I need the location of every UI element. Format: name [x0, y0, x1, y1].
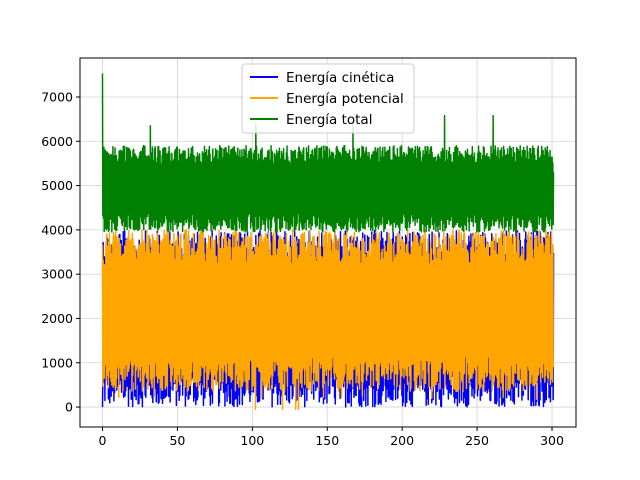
x-tick-label: 300	[540, 433, 564, 448]
y-tick-label: 4000	[41, 222, 73, 237]
y-tick-label: 3000	[41, 267, 73, 282]
legend-label-potential: Energía potencial	[286, 91, 404, 107]
legend: Energía cinética Energía potencial Energ…	[241, 63, 415, 134]
x-tick-label: 50	[169, 433, 185, 448]
y-tick-label: 7000	[41, 89, 73, 104]
x-tick-label: 100	[240, 433, 264, 448]
series-line-2	[101, 73, 555, 233]
x-tick-label: 150	[315, 433, 339, 448]
x-tick-label: 0	[99, 433, 107, 448]
legend-label-total: Energía total	[286, 112, 372, 128]
y-tick-label: 1000	[41, 355, 73, 370]
axis-ticks: 0 50 100 150 200 250 3000100020003000400050006…	[41, 89, 564, 448]
plot-frame	[79, 57, 577, 428]
y-tick-label: 6000	[41, 134, 73, 149]
legend-label-kinetic: Energía cinética	[286, 70, 394, 86]
x-tick-label: 250	[465, 433, 489, 448]
y-tick-label: 5000	[41, 178, 73, 193]
x-tick-label: 200	[390, 433, 414, 448]
series-layer	[101, 73, 555, 411]
y-tick-label: 0	[65, 400, 73, 415]
series-line-1	[101, 229, 555, 411]
legend-box	[241, 63, 415, 134]
y-tick-label: 2000	[41, 311, 73, 326]
